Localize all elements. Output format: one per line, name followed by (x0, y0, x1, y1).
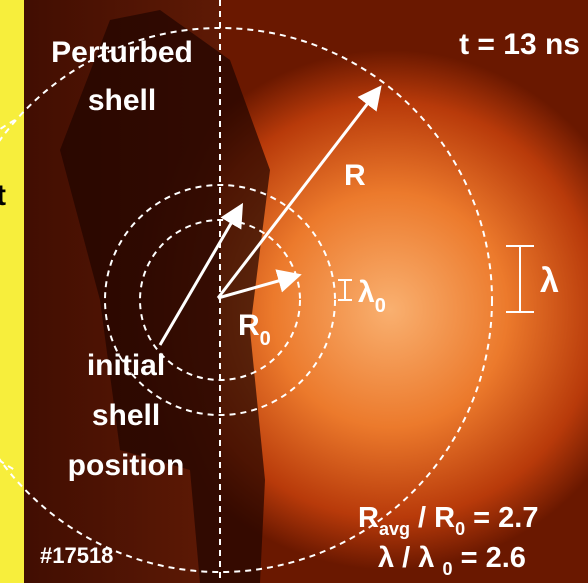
ratio-lambda: λ / λ 0 = 2.6 (378, 542, 526, 579)
initial-line: position (68, 449, 185, 482)
perturbed-line: shell (88, 84, 156, 117)
time-label: t = 13 ns (459, 28, 580, 61)
initial-line: initial (87, 349, 165, 382)
left-fragment: t (0, 179, 6, 212)
figure: t Perturbed shell t = 13 ns R R0 λ0 λ in… (0, 0, 588, 583)
r-label: R (344, 159, 366, 192)
initial-line: shell (92, 399, 160, 432)
perturbed-line: Perturbed (51, 36, 193, 69)
lambda-label: λ (540, 262, 559, 300)
shot-number: #17518 (40, 543, 113, 568)
